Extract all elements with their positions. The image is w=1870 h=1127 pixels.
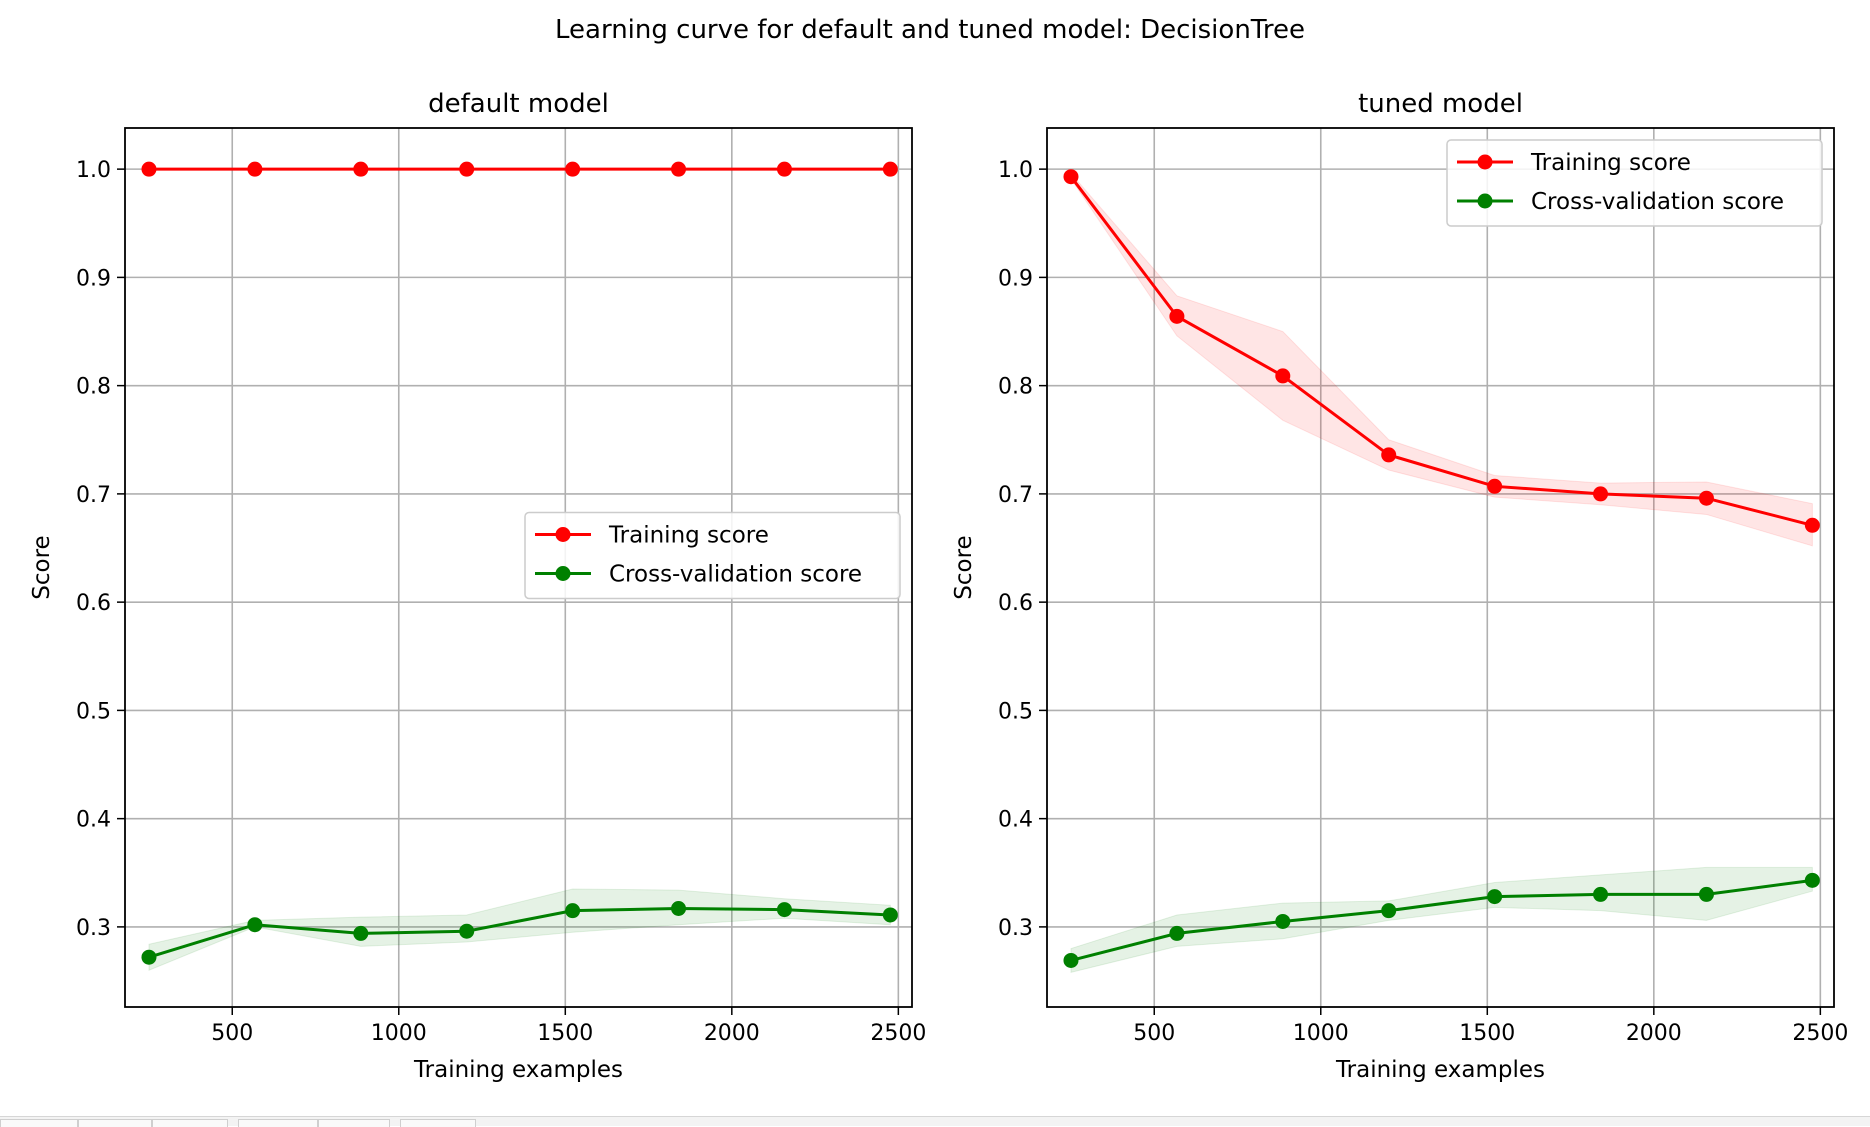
bottom-tab[interactable]	[318, 1119, 390, 1127]
cross-validation-score-point	[353, 925, 369, 941]
cross-validation-score-point	[247, 917, 263, 933]
x-axis-label: Training examples	[413, 1057, 623, 1083]
legend-cross-validation-score-label: Cross-validation score	[1531, 189, 1784, 215]
y-tick-label: 1.0	[76, 158, 111, 183]
cross-validation-score-point	[1063, 952, 1079, 968]
training-score-point	[1275, 368, 1291, 384]
bottom-tab[interactable]	[238, 1119, 318, 1127]
x-tick-label: 500	[1133, 1021, 1175, 1046]
cross-validation-score-point	[1487, 889, 1503, 905]
y-tick-label: 0.3	[998, 916, 1033, 941]
y-tick-label: 0.7	[998, 483, 1033, 508]
training-score-line	[1069, 175, 1813, 527]
training-score-point	[1698, 490, 1714, 506]
tuned-model-panel: 500 1000 1500 2000 2500 0.3 0.4 0.5 0.6 0.7 0.8 0.9…	[951, 89, 1848, 1083]
legend-training-score-label: Training score	[1530, 150, 1691, 176]
legend-cross-validation-score-marker	[1477, 193, 1493, 209]
figure-suptitle: Learning curve for default and tuned mod…	[555, 15, 1305, 45]
training-score-point	[1593, 486, 1609, 502]
training-score-point	[1381, 447, 1397, 463]
cross-validation-score-point	[459, 923, 475, 939]
panel-title: default model	[428, 89, 609, 119]
x-axis-label: Training examples	[1335, 1057, 1545, 1083]
training-score-point	[1487, 478, 1503, 494]
training-score-point	[776, 161, 792, 177]
cross-validation-score-point	[565, 903, 581, 919]
y-tick-label: 0.8	[998, 375, 1033, 400]
training-score-point	[1169, 308, 1185, 324]
legend-cross-validation-score-marker	[555, 566, 571, 581]
cross-validation-score-point	[1698, 886, 1714, 902]
training-score-point	[1804, 517, 1820, 533]
y-tick-label: 0.8	[76, 375, 111, 400]
bottom-tab[interactable]	[78, 1119, 152, 1127]
cross-validation-score-point	[1381, 903, 1397, 919]
y-axis-label: Score	[29, 535, 55, 599]
training-score-point	[1063, 169, 1079, 185]
x-tick-label: 2000	[704, 1021, 760, 1046]
x-tick-label: 1000	[371, 1021, 427, 1046]
panel-title: tuned model	[1358, 89, 1523, 119]
x-tick-label: 2500	[870, 1021, 926, 1046]
bottom-tab[interactable]	[152, 1119, 228, 1127]
training-score-point	[565, 161, 581, 177]
training-score-point	[459, 161, 475, 177]
training-score-point	[671, 161, 687, 177]
cross-validation-score-point	[141, 949, 157, 965]
training-score-point	[141, 161, 157, 177]
cross-validation-score-point	[671, 900, 687, 916]
legend-training-score-label: Training score	[608, 523, 769, 549]
y-tick-label: 0.5	[76, 699, 111, 724]
y-tick-label: 0.7	[76, 483, 111, 508]
y-tick-label: 0.9	[998, 266, 1033, 291]
y-tick-label: 0.6	[76, 591, 111, 616]
y-tick-label: 0.4	[998, 808, 1033, 833]
y-axis-label: Score	[951, 535, 977, 599]
axes-frame	[124, 127, 913, 1008]
legend: Training score Cross-validation score	[524, 511, 901, 600]
cross-validation-score-point	[1169, 925, 1185, 941]
y-tick-label: 0.5	[998, 699, 1033, 724]
default-model-panel: 500 1000 1500 2000 2500 0.3 0.4 0.5 0.6 0.7 0.8 0.9…	[29, 89, 926, 1083]
x-tick-label: 500	[211, 1021, 253, 1046]
y-tick-label: 0.9	[76, 266, 111, 291]
x-tick-label: 1500	[1459, 1021, 1515, 1046]
training-score-point	[247, 161, 263, 177]
x-tick-label: 2000	[1626, 1021, 1682, 1046]
y-tick-label: 1.0	[998, 158, 1033, 183]
x-tick-label: 1500	[537, 1021, 593, 1046]
y-tick-label: 0.4	[76, 808, 111, 833]
cross-validation-score-point	[1275, 913, 1291, 929]
legend-box	[1446, 139, 1823, 227]
legend: Training score Cross-validation score	[1446, 139, 1823, 227]
bottom-tab-strip	[0, 1116, 1870, 1127]
cross-validation-score-line	[148, 906, 891, 959]
bottom-tab[interactable]	[400, 1119, 476, 1127]
legend-training-score-marker	[555, 527, 571, 542]
cross-validation-score-point	[1593, 886, 1609, 902]
x-tick-label: 2500	[1792, 1021, 1848, 1046]
y-tick-label: 0.6	[998, 591, 1033, 616]
legend-training-score-marker	[1477, 154, 1493, 170]
axes-frame	[1046, 127, 1835, 1008]
legend-cross-validation-score-label: Cross-validation score	[609, 562, 862, 588]
y-tick-label: 0.3	[76, 916, 111, 941]
cross-validation-score-point	[882, 907, 898, 923]
cross-validation-score-point	[776, 902, 792, 918]
bottom-tab[interactable]	[0, 1119, 78, 1127]
x-tick-label: 1000	[1293, 1021, 1349, 1046]
cross-validation-score-point	[1804, 872, 1820, 888]
cross-validation-score-line	[1070, 878, 1813, 962]
training-score-point	[353, 161, 369, 177]
legend-box	[524, 511, 901, 600]
training-score-point	[882, 161, 898, 177]
